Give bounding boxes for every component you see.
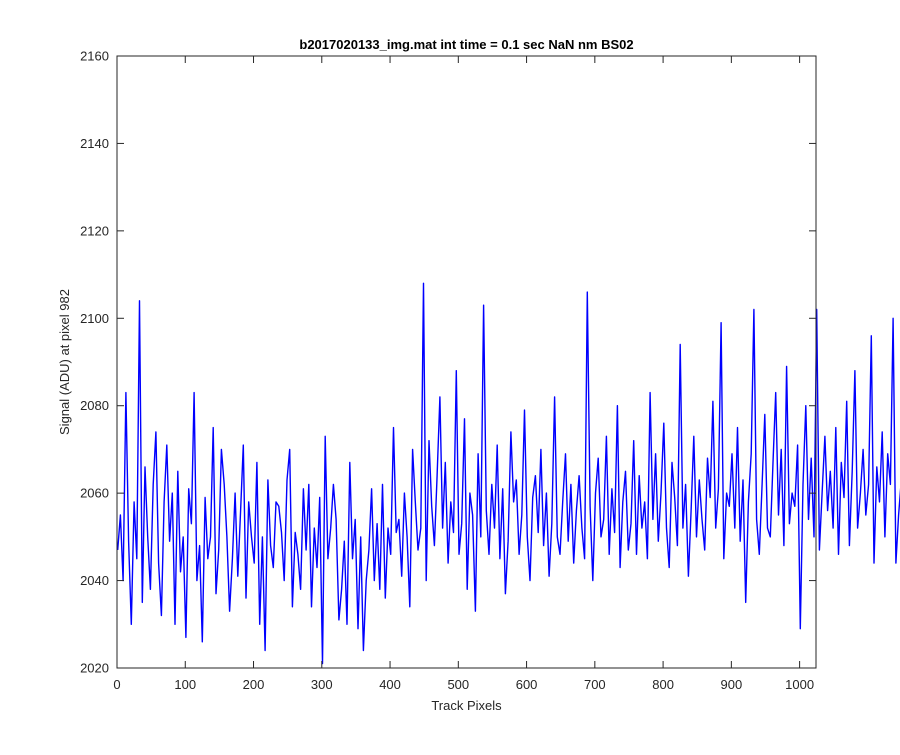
- x-tick-label: 1000: [785, 677, 814, 692]
- y-tick-label: 2140: [80, 136, 109, 151]
- x-axis-label: Track Pixels: [431, 698, 502, 713]
- y-tick-label: 2080: [80, 398, 109, 413]
- x-tick-label: 300: [311, 677, 333, 692]
- x-tick-label: 700: [584, 677, 606, 692]
- x-tick-label: 800: [652, 677, 674, 692]
- x-tick-label: 600: [516, 677, 538, 692]
- y-tick-label: 2040: [80, 573, 109, 588]
- y-axis-label: Signal (ADU) at pixel 982: [57, 289, 72, 435]
- y-tick-label: 2160: [80, 49, 109, 64]
- x-tick-label: 0: [113, 677, 120, 692]
- series-line-0: [117, 282, 900, 665]
- x-tick-label: 500: [447, 677, 469, 692]
- tick-layer: 0 100 200 300 400 500 600 700 800 900 1000 2020 2040…: [80, 49, 816, 692]
- chart-title: b2017020133_img.mat int time = 0.1 sec N…: [299, 37, 633, 52]
- y-tick-label: 2020: [80, 661, 109, 676]
- series-layer: [117, 282, 900, 665]
- y-tick-label: 2060: [80, 486, 109, 501]
- x-tick-label: 100: [174, 677, 196, 692]
- x-tick-label: 400: [379, 677, 401, 692]
- plot-area-border: [116, 55, 817, 669]
- x-tick-label: 900: [721, 677, 743, 692]
- x-tick-label: 200: [243, 677, 265, 692]
- y-tick-label: 2100: [80, 311, 109, 326]
- y-tick-label: 2120: [80, 223, 109, 238]
